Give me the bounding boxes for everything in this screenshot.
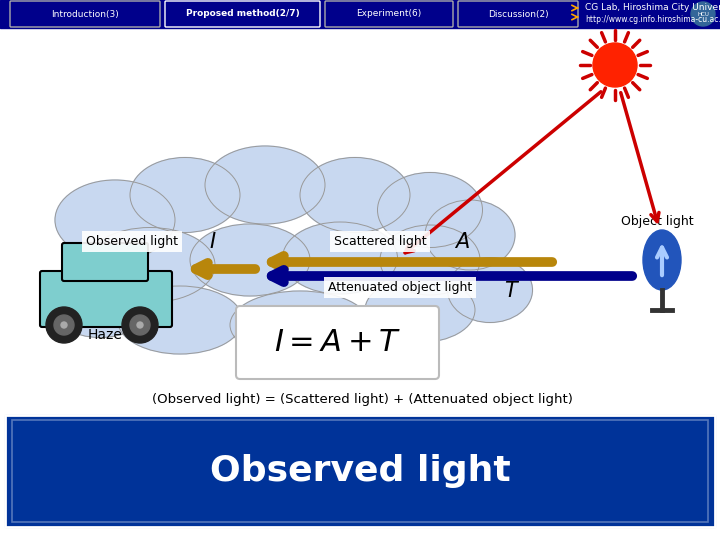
Ellipse shape <box>85 227 215 302</box>
Text: Object light: Object light <box>621 215 693 228</box>
Ellipse shape <box>282 222 397 294</box>
Ellipse shape <box>117 286 243 354</box>
Ellipse shape <box>50 273 150 338</box>
Text: Experiment(6): Experiment(6) <box>356 10 422 18</box>
Circle shape <box>122 307 158 343</box>
Text: Proposed method(2/7): Proposed method(2/7) <box>186 10 300 18</box>
Ellipse shape <box>130 158 240 233</box>
FancyBboxPatch shape <box>10 1 160 27</box>
Circle shape <box>137 322 143 328</box>
Ellipse shape <box>425 200 515 270</box>
Text: http://www.cg.info.hiroshima-cu.ac.jp/: http://www.cg.info.hiroshima-cu.ac.jp/ <box>585 16 720 24</box>
Bar <box>12 420 708 522</box>
Ellipse shape <box>365 278 475 342</box>
Text: Haze: Haze <box>88 328 122 342</box>
Circle shape <box>593 43 637 87</box>
Circle shape <box>61 322 67 328</box>
Text: Scattered light: Scattered light <box>333 235 426 248</box>
FancyBboxPatch shape <box>62 243 148 281</box>
Ellipse shape <box>448 258 533 322</box>
Bar <box>0 0 720 28</box>
Text: Observed light: Observed light <box>210 454 510 488</box>
Text: Discussion(2): Discussion(2) <box>487 10 549 18</box>
Text: HCU: HCU <box>697 11 709 17</box>
Text: $\mathit{A}$: $\mathit{A}$ <box>454 232 470 252</box>
Text: $\mathit{I} = \mathit{A} + \mathit{T}$: $\mathit{I} = \mathit{A} + \mathit{T}$ <box>274 328 401 357</box>
Text: (Observed light) = (Scattered light) + (Attenuated object light): (Observed light) = (Scattered light) + (… <box>152 394 572 407</box>
Text: Attenuated object light: Attenuated object light <box>328 281 472 294</box>
Text: $\mathit{I}$: $\mathit{I}$ <box>210 232 217 252</box>
Circle shape <box>691 2 715 26</box>
Ellipse shape <box>230 291 370 359</box>
Ellipse shape <box>300 158 410 233</box>
Ellipse shape <box>55 180 175 260</box>
Text: CG Lab, Hiroshima City University: CG Lab, Hiroshima City University <box>585 3 720 12</box>
FancyBboxPatch shape <box>165 1 320 27</box>
Ellipse shape <box>380 225 480 295</box>
Ellipse shape <box>377 172 482 247</box>
FancyBboxPatch shape <box>236 306 439 379</box>
FancyBboxPatch shape <box>40 271 172 327</box>
Bar <box>5 415 715 527</box>
Ellipse shape <box>643 230 681 290</box>
Text: $\mathit{T}$: $\mathit{T}$ <box>504 281 520 301</box>
Text: Observed light: Observed light <box>86 235 178 248</box>
Ellipse shape <box>205 146 325 224</box>
FancyBboxPatch shape <box>325 1 453 27</box>
FancyBboxPatch shape <box>458 1 578 27</box>
Circle shape <box>46 307 82 343</box>
Circle shape <box>130 315 150 335</box>
Ellipse shape <box>190 224 310 296</box>
Bar <box>5 415 715 527</box>
Circle shape <box>54 315 74 335</box>
Text: Introduction(3): Introduction(3) <box>51 10 119 18</box>
